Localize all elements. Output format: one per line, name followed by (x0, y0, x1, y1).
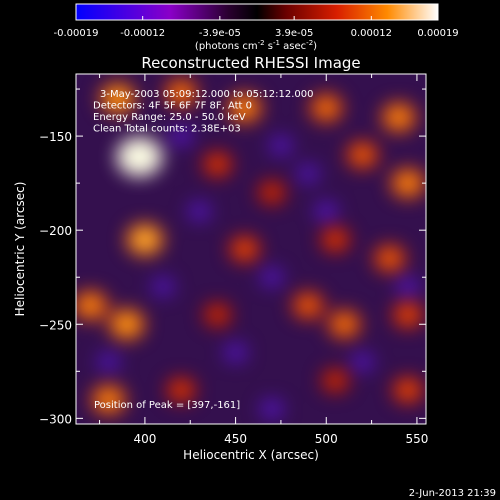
heatmap-blob-core (328, 374, 343, 388)
heatmap-blob-core (100, 391, 118, 408)
colorbar-ticks: -0.00019 -0.00012 -3.9e-05 3.9e-05 0.00012 0.… (54, 16, 459, 39)
heatmap-blob-core (173, 85, 190, 101)
heatmap-blob-core (128, 146, 151, 167)
colorbar-tick-label: 0.00019 (417, 28, 458, 39)
colorbar-tick-label: -3.9e-05 (199, 28, 241, 39)
heatmap-blob-core (390, 109, 408, 125)
heatmap-dip (169, 126, 194, 147)
y-tick-label: −300 (39, 412, 72, 426)
heatmap-blob-core (82, 297, 99, 314)
heatmap-blob-core (237, 242, 253, 256)
heatmap-blob-core (400, 383, 416, 397)
heatmap-dip (314, 201, 339, 222)
heatmap-dip (296, 163, 321, 184)
x-tick-label: 550 (405, 432, 428, 446)
x-axis-label: Heliocentric X (arcsec) (183, 448, 319, 462)
colorbar-tick-label: -0.00012 (120, 28, 165, 39)
heatmap-blob-core (300, 298, 316, 313)
annotation-line: Clean Total counts: 2.38E+03 (93, 124, 241, 135)
heatmap-blob-core (336, 316, 353, 332)
heatmap-dip (187, 201, 212, 222)
heatmap-blob-core (264, 186, 279, 199)
colorbar (75, 3, 439, 21)
heatmap-dip (96, 351, 121, 372)
chart-title: Reconstructed RHESSI Image (141, 54, 360, 72)
annotation-block: 3-May-2003 05:09:12.000 to 05:12:12.000D… (93, 89, 313, 135)
heatmap-blob-core (109, 90, 127, 107)
y-tick-label: −150 (39, 130, 72, 144)
heatmap-blob-core (210, 308, 225, 322)
heatmap-layer (76, 78, 426, 419)
heatmap-blob-core (328, 233, 343, 247)
colorbar-tick-label: -0.00019 (54, 28, 99, 39)
timestamp: 2-Jun-2013 21:39 (409, 488, 496, 499)
x-tick-label: 500 (315, 432, 338, 446)
y-tick-label: −250 (39, 318, 72, 332)
y-tick-label: −200 (39, 224, 72, 238)
heatmap-blob-core (354, 147, 371, 163)
heatmap-blob-core (381, 251, 398, 266)
heatmap-blob-core (118, 316, 136, 333)
colorbar-tick-label: 3.9e-05 (275, 28, 313, 39)
heatmap-blob-core (210, 157, 225, 171)
heatmap-blob-core (173, 383, 189, 397)
annotation-line: 3-May-2003 05:09:12.000 to 05:12:12.000 (100, 89, 313, 100)
x-tick-label: 400 (133, 432, 156, 446)
heatmap-blob-core (399, 175, 417, 191)
heatmap-dip (259, 398, 284, 419)
heatmap-blob-core (236, 100, 254, 116)
heatmap-dip (151, 276, 176, 297)
heatmap-dip (395, 276, 420, 297)
axis-ticks: 400 450 500 550 −150 −200 −250 −300 (39, 74, 428, 446)
x-tick-label: 450 (224, 432, 247, 446)
annotation-line: Energy Range: 25.0 - 50.0 keV (93, 112, 246, 123)
heatmap-blob-core (400, 308, 416, 322)
heatmap-blob-core (135, 231, 154, 248)
y-axis-label: Heliocentric Y (arcsec) (13, 182, 27, 317)
annotation-line: Detectors: 4F 5F 6F 7F 8F, Att 0 (93, 101, 252, 112)
plot-frame (75, 73, 427, 425)
heatmap-dip (259, 267, 284, 288)
heatmap-dip (268, 135, 293, 156)
heatmap-blob-core (318, 100, 335, 116)
peak-position-label: Position of Peak = [397,-161] (94, 400, 240, 411)
heatmap-dip (350, 351, 375, 372)
heatmap-dip (223, 342, 248, 363)
colorbar-units-label: (photons cm-2 s-1 asec-2) (195, 39, 317, 52)
colorbar-tick-label: 0.00012 (351, 28, 392, 39)
